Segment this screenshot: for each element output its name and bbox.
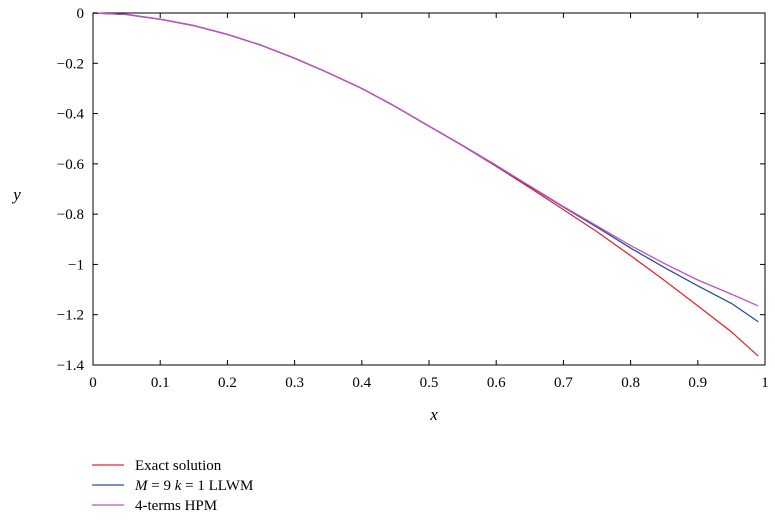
series-line-3 <box>92 12 759 307</box>
x-tick-label: 0.6 <box>487 375 506 391</box>
x-tick-label: 0.3 <box>285 375 304 391</box>
y-axis-title: y <box>11 185 21 204</box>
series-layer <box>92 12 759 357</box>
x-tick-label: 0.7 <box>554 375 573 391</box>
y-tick-label: 0 <box>77 6 85 22</box>
y-tick-label: −0.2 <box>57 56 84 72</box>
x-tick-label: 0.1 <box>151 375 170 391</box>
x-tick-label: 0.4 <box>352 375 371 391</box>
y-tick-label: −1.2 <box>57 308 84 324</box>
x-tick-label: 0 <box>89 375 97 391</box>
y-tick-label: −1 <box>68 257 84 273</box>
x-tick-label: 0.5 <box>420 375 439 391</box>
x-tick-label: 0.9 <box>688 375 707 391</box>
x-tick-label: 1 <box>761 375 769 391</box>
legend-label-1: Exact solution <box>135 458 222 474</box>
x-axis-title: x <box>429 405 438 424</box>
plot-area <box>92 12 766 366</box>
legend-label-3: 4-terms HPM <box>135 498 217 514</box>
y-tick-label: −0.4 <box>57 107 85 123</box>
x-tick-label: 0.8 <box>621 375 640 391</box>
y-tick-label: −0.8 <box>57 207 84 223</box>
axes-layer: 0 0.1 0.2 0.3 0.4 0.5 0.6 0.7 0.8 0.9 1 0 −0.2 −0.4 −0… <box>57 6 769 391</box>
plot-frame <box>92 12 766 366</box>
y-tick-label: −1.4 <box>57 358 85 374</box>
x-tick-label: 0.2 <box>218 375 237 391</box>
legend-label-2: M = 9 k = 1 LLWM <box>134 478 253 494</box>
legend: Exact solution M = 9 k = 1 LLWM 4-terms HP… <box>92 458 253 514</box>
y-tick-label: −0.6 <box>57 157 85 173</box>
